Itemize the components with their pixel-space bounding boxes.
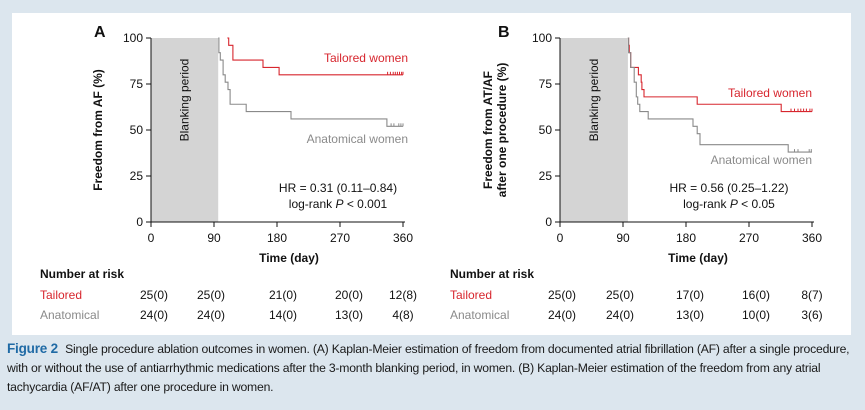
panel-b-risk-value: 24(0) xyxy=(606,308,634,322)
panel-b-x-tick-label: 360 xyxy=(802,231,822,245)
panel-b-risk-value: 25(0) xyxy=(548,288,576,302)
panel-b-risk-row-label-anatomical: Anatomical xyxy=(450,308,509,322)
panel-a-legend-tailored: Tailored women xyxy=(324,51,408,65)
panel-b-y-tick-label: 0 xyxy=(545,215,552,229)
panel-a-blanking-region xyxy=(151,38,219,222)
panel-a-x-tick-label: 180 xyxy=(267,231,287,245)
panel-b-x-axis-title: Time (day) xyxy=(668,251,728,265)
panel-b-series-tailored xyxy=(627,37,812,113)
panel-b-annotation: HR = 0.56 (0.25–1.22) xyxy=(669,181,788,195)
panel-a-legend-anatomical: Anatomical women xyxy=(307,132,408,146)
panel-a-risk-value: 25(0) xyxy=(197,288,225,302)
figure-caption: Figure 2 Single procedure ablation outco… xyxy=(7,339,857,397)
panel-a-risk-value: 24(0) xyxy=(140,308,168,322)
panel-a-risk-value: 13(0) xyxy=(335,308,363,322)
panel-b-risk-value: 3(6) xyxy=(801,308,822,322)
panel-b-blanking-region xyxy=(560,38,628,222)
panel-a-risk-value: 20(0) xyxy=(335,288,363,302)
panel-b-y-tick-label: 25 xyxy=(539,169,553,183)
panel-a-y-tick-label: 100 xyxy=(123,31,143,45)
panel-b-risk-value: 8(7) xyxy=(801,288,822,302)
panel-a-risk-row-label-anatomical: Anatomical xyxy=(40,308,99,322)
panel-b-risk-row-label-tailored: Tailored xyxy=(450,288,492,302)
panel-b-risk-value: 17(0) xyxy=(676,288,704,302)
panel-a-risk-value: 12(8) xyxy=(389,288,417,302)
panel-a-y-axis-title: Freedom from AF (%) xyxy=(91,69,105,191)
panel-b-risk-header: Number at risk xyxy=(450,267,534,281)
panel-a-risk-row-label-tailored: Tailored xyxy=(40,288,82,302)
panel-b-risk-value: 25(0) xyxy=(606,288,634,302)
panel-b-y-tick-label: 100 xyxy=(532,31,552,45)
figure-panel: Blanking period 0 25 50 75 100 0 90 180 270 360 Tim… xyxy=(12,13,851,335)
panel-a-y-tick-label: 25 xyxy=(130,169,144,183)
panel-a-risk-value: 21(0) xyxy=(269,288,297,302)
panel-a-blanking-label: Blanking period xyxy=(178,59,192,142)
panel-b-letter: B xyxy=(498,24,510,41)
panel-b-y-axis-title: after one procedure (%) xyxy=(495,63,509,198)
figure-svg: Blanking period 0 25 50 75 100 0 90 180 270 360 Tim… xyxy=(40,24,823,322)
panel-a-y-tick-label: 50 xyxy=(130,123,144,137)
panel-b-risk-value: 10(0) xyxy=(742,308,770,322)
panel-b-y-tick-label: 75 xyxy=(539,77,553,91)
panel-a-risk-value: 14(0) xyxy=(269,308,297,322)
panel-a-risk-value: 24(0) xyxy=(197,308,225,322)
panel-b-legend-tailored: Tailored women xyxy=(728,86,812,100)
panel-a-series-anatomical xyxy=(218,37,403,127)
panel-b-x-tick-label: 0 xyxy=(557,231,564,245)
panel-a-y-tick-label: 75 xyxy=(130,77,144,91)
panel-b-y-tick-label: 50 xyxy=(539,123,553,137)
panel-a-x-tick-label: 0 xyxy=(148,231,155,245)
panel-a-risk-value: 25(0) xyxy=(140,288,168,302)
panel-b-legend-anatomical: Anatomical women xyxy=(711,153,812,167)
panel-b-series-anatomical xyxy=(627,37,812,153)
caption-text: Single procedure ablation outcomes in wo… xyxy=(7,342,850,394)
panel-b-annotation: log-rank P < 0.05 xyxy=(683,197,775,211)
panel-b-risk-value: 16(0) xyxy=(742,288,770,302)
panel-b-y-axis-title: Freedom from AT/AF xyxy=(481,71,495,189)
panel-b-x-tick-label: 90 xyxy=(616,231,630,245)
panel-a-series-tailored xyxy=(227,37,403,76)
panel-a-letter: A xyxy=(94,24,106,41)
panel-b-risk-value: 24(0) xyxy=(548,308,576,322)
panel-a-risk-header: Number at risk xyxy=(40,267,124,281)
panel-b-x-tick-label: 180 xyxy=(676,231,696,245)
figure-label: Figure 2 xyxy=(7,341,58,356)
panel-a-x-tick-label: 90 xyxy=(207,231,221,245)
panel-a-annotation: log-rank P < 0.001 xyxy=(289,197,388,211)
panel-a-x-tick-label: 360 xyxy=(393,231,413,245)
panel-b-risk-value: 13(0) xyxy=(676,308,704,322)
panel-a-x-axis-title: Time (day) xyxy=(259,251,319,265)
panel-a-risk-value: 4(8) xyxy=(392,308,413,322)
panel-a-x-tick-label: 270 xyxy=(330,231,350,245)
panel-a-y-tick-label: 0 xyxy=(136,215,143,229)
panel-a-annotation: HR = 0.31 (0.11–0.84) xyxy=(279,181,397,195)
panel-b-blanking-label: Blanking period xyxy=(587,59,601,142)
panel-b-x-tick-label: 270 xyxy=(739,231,759,245)
